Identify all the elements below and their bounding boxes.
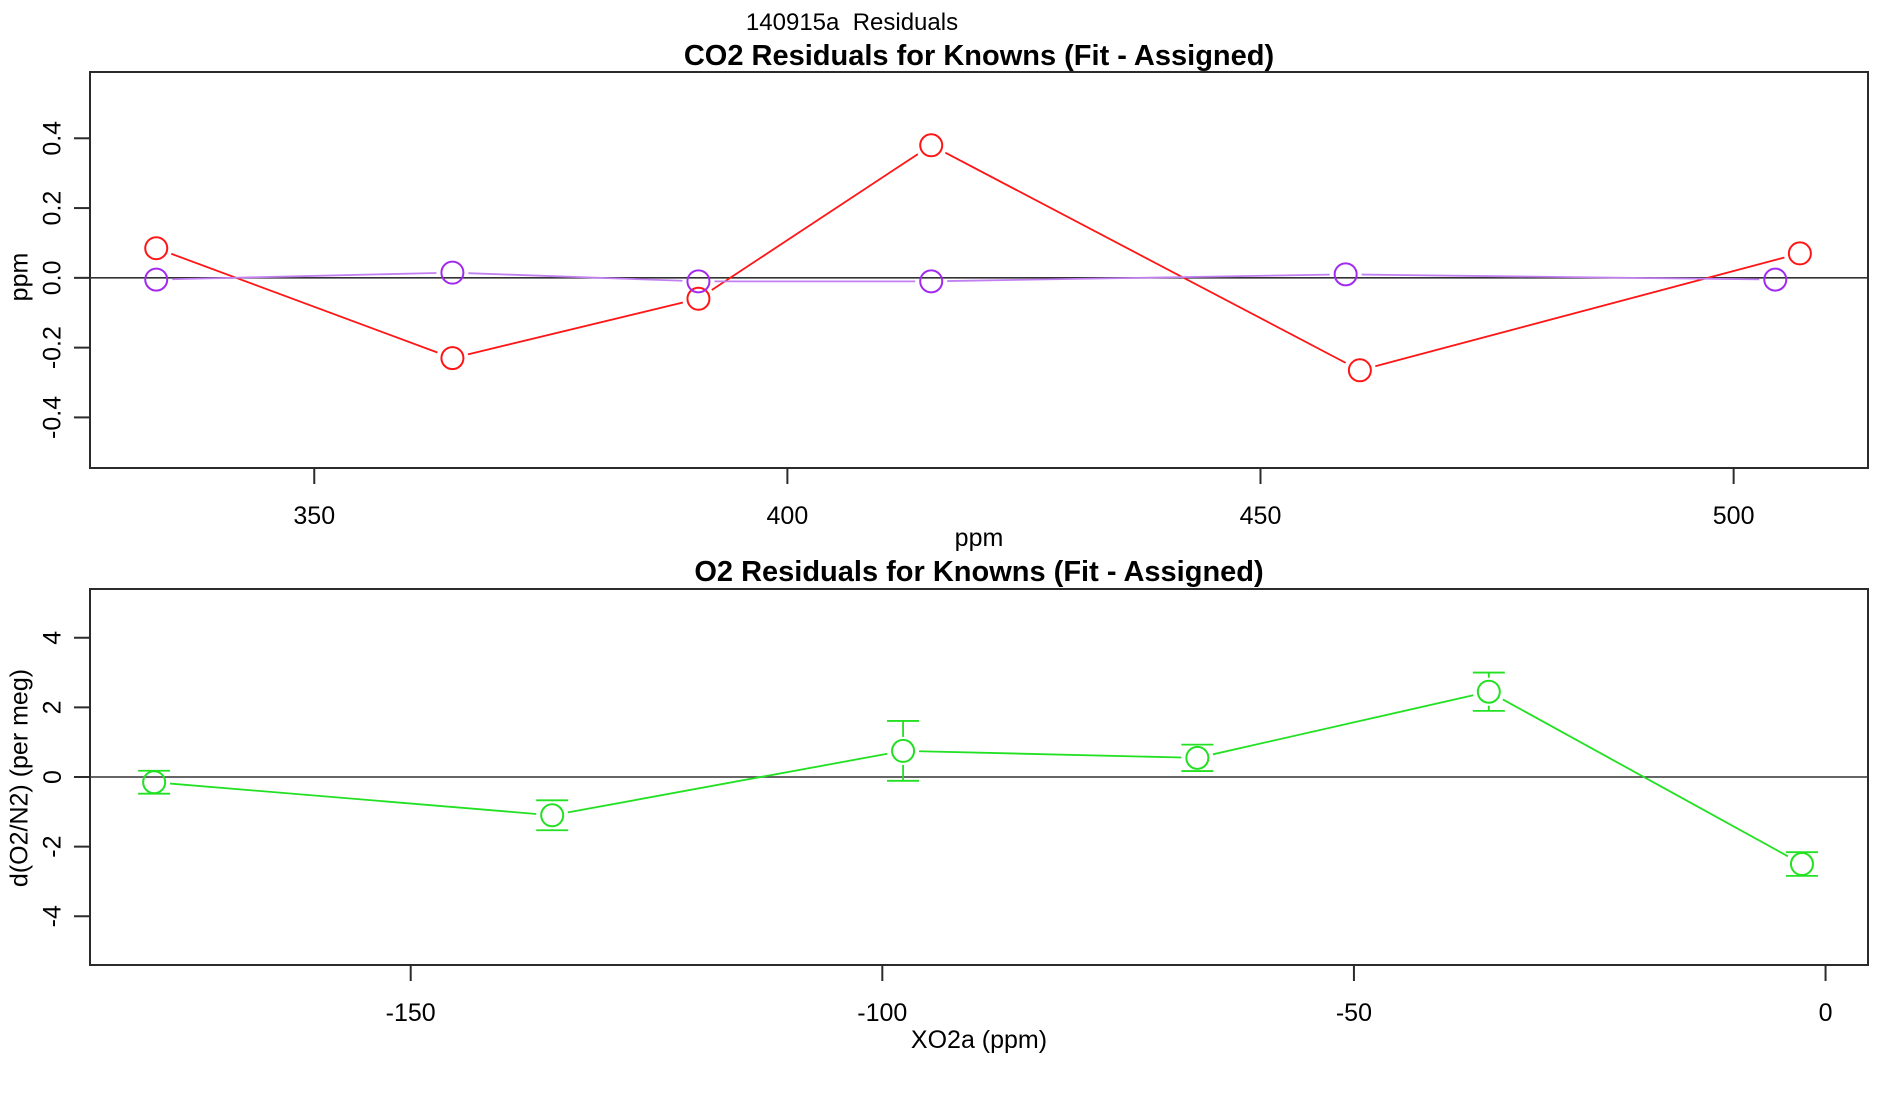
y-tick-label: 4 [39,631,67,645]
y-tick-label: -0.4 [39,396,67,439]
o2-x-axis-label: XO2a (ppm) [910,1026,1048,1054]
figure-title: 140915a Residuals [745,9,959,36]
x-tick-label: 450 [1240,502,1282,530]
data-point-marker [919,133,944,158]
data-point-marker [1333,262,1358,287]
o2-chart-title: O2 Residuals for Knowns (Fit - Assigned) [694,556,1264,588]
series-segment [468,272,683,282]
data-point-marker [891,738,916,763]
data-point-marker [1789,852,1814,877]
y-tick-label: 0.0 [39,260,67,295]
plot-frame [89,71,1869,469]
data-point-marker [1476,679,1501,704]
data-point-marker [144,267,169,292]
y-tick-label: 0 [39,770,67,784]
data-point-marker [1185,745,1210,770]
data-point-marker [540,803,565,828]
series-segment [711,153,919,291]
series-segment [1361,273,1760,281]
series-segment [1212,694,1474,756]
y-tick-label: -2 [39,836,67,858]
co2-chart-title: CO2 Residuals for Knowns (Fit - Assigned… [683,40,1275,72]
series-segment [919,750,1182,759]
series-segment [1502,698,1789,858]
series-segment [170,782,537,815]
data-point-marker [1763,267,1788,292]
series-segment [170,252,438,354]
data-point-marker [686,269,711,294]
y-tick-label: 0.4 [39,121,67,156]
x-tick-label: -150 [386,999,436,1027]
series-segment [1375,256,1785,368]
x-tick-label: 400 [767,502,809,530]
x-tick-label: 0 [1819,999,1833,1027]
data-point-marker [440,260,465,285]
data-point-marker [1787,241,1812,266]
x-tick-label: 350 [293,502,335,530]
x-tick-label: 500 [1713,502,1755,530]
series-segment [944,151,1347,364]
co2-x-axis-label: ppm [954,524,1004,552]
data-point-marker [686,286,711,311]
data-point-marker [142,770,167,795]
data-point-marker [919,269,944,294]
series-segment [947,273,1330,282]
series-segment [172,272,437,281]
data-point-marker [440,346,465,371]
data-point-marker [144,236,169,261]
series-segment [567,752,888,814]
data-point-marker [1347,358,1372,383]
x-tick-label: -50 [1336,999,1372,1027]
y-tick-label: 2 [39,700,67,714]
y-tick-label: -4 [39,905,67,927]
y-tick-label: -0.2 [39,326,67,369]
x-tick-label: -100 [857,999,907,1027]
y-tick-label: 0.2 [39,191,67,226]
series-segment [467,301,684,356]
